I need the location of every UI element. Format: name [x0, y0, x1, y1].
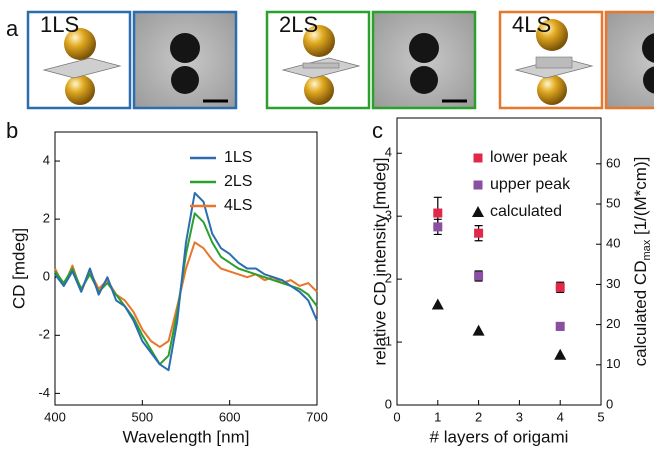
particle	[642, 33, 654, 63]
y-tick-label: 3	[385, 208, 392, 223]
legend-label: calculated	[490, 203, 562, 220]
y2-axis-label-part: calculated CD	[631, 261, 650, 367]
y-tick-label: 2	[385, 271, 392, 286]
y-axis-label: CD [mdeg]	[9, 228, 28, 309]
y2-axis-label-part: [1/(M*cm)]	[631, 157, 650, 240]
legend-label: 4LS	[224, 197, 252, 214]
particle	[170, 33, 200, 63]
y-tick-label: 1	[385, 333, 392, 348]
gold-sphere	[303, 25, 335, 57]
y-tick-label: 0	[385, 396, 392, 411]
y-tick-label: 2	[43, 211, 50, 226]
legend-label: 2LS	[224, 173, 252, 190]
panel-label: b	[6, 118, 18, 143]
particle	[643, 66, 654, 94]
legend-label: upper peak	[490, 176, 571, 193]
gold-sphere	[65, 75, 95, 105]
y2-tick-label: 30	[606, 276, 620, 291]
y2-tick-label: 50	[606, 195, 620, 210]
panel-label: c	[372, 118, 383, 143]
particle	[171, 66, 199, 94]
data-point	[555, 282, 565, 292]
legend-label: lower peak	[490, 149, 568, 166]
y-tick-label: 0	[43, 269, 50, 284]
gold-sphere	[537, 75, 567, 105]
panel-b: 400 500 600 700 -4 -2 0 2 4 Wavelength [nm] CD [md…	[9, 131, 328, 446]
origami-stack	[535, 56, 573, 69]
frame	[604, 10, 654, 110]
y-tick-label: 4	[43, 152, 50, 167]
x-axis-label: # layers of origami	[430, 427, 569, 446]
data-line	[54, 191, 318, 372]
y2-tick-label: 40	[606, 236, 620, 251]
panel-label: a	[6, 16, 19, 41]
x-tick-label: 600	[219, 409, 241, 424]
legend-swatch	[472, 206, 484, 217]
particle	[410, 66, 438, 94]
x-tick-label: 5	[597, 409, 604, 424]
origami-stack	[302, 62, 340, 69]
plot-frame	[396, 117, 602, 406]
y-axis-label: relative CD intensity [mdeg]	[370, 158, 389, 366]
x-tick-label: 400	[44, 409, 66, 424]
x-tick-label: 2	[475, 409, 482, 424]
x-axis-label: Wavelength [nm]	[123, 427, 250, 446]
x-tick-label: 700	[306, 409, 328, 424]
data-point	[472, 324, 485, 336]
data-point	[433, 208, 443, 218]
y2-tick-label: 10	[606, 356, 620, 371]
y2-tick-label: 0	[606, 396, 613, 411]
panel-a-label: 2LS	[279, 12, 318, 37]
panel-a-label: 1LS	[40, 12, 79, 37]
x-tick-label: 500	[131, 409, 153, 424]
x-tick-label: 4	[557, 409, 564, 424]
gold-sphere	[64, 28, 96, 60]
data-point	[555, 321, 565, 331]
x-tick-label: 0	[393, 409, 400, 424]
particle	[409, 33, 439, 63]
y2-tick-label: 60	[606, 155, 620, 170]
y-tick-label: 4	[385, 145, 392, 160]
origami-sheet	[42, 57, 122, 79]
data-point	[433, 222, 443, 232]
gold-sphere	[304, 75, 334, 105]
legend-swatch	[473, 153, 483, 163]
legend-label: 1LS	[224, 149, 252, 166]
panel-a-label: 4LS	[512, 12, 551, 37]
data-point	[474, 228, 484, 238]
x-tick-label: 1	[434, 409, 441, 424]
x-tick-label: 3	[516, 409, 523, 424]
data-point	[554, 348, 567, 360]
y-tick-label: -4	[38, 385, 50, 400]
gold-sphere	[536, 19, 568, 51]
data-point	[474, 271, 484, 281]
panel-a: 1LS 2LS 4LS	[26, 10, 654, 110]
data-line	[54, 212, 318, 366]
data-point	[431, 298, 444, 310]
y-tick-label: -2	[38, 327, 50, 342]
y2-tick-label: 20	[606, 316, 620, 331]
y2-axis-label-part: max	[641, 239, 653, 260]
y2-axis-label: calculated CDmax [1/(M*cm)]	[631, 157, 652, 367]
legend-swatch	[473, 180, 483, 190]
